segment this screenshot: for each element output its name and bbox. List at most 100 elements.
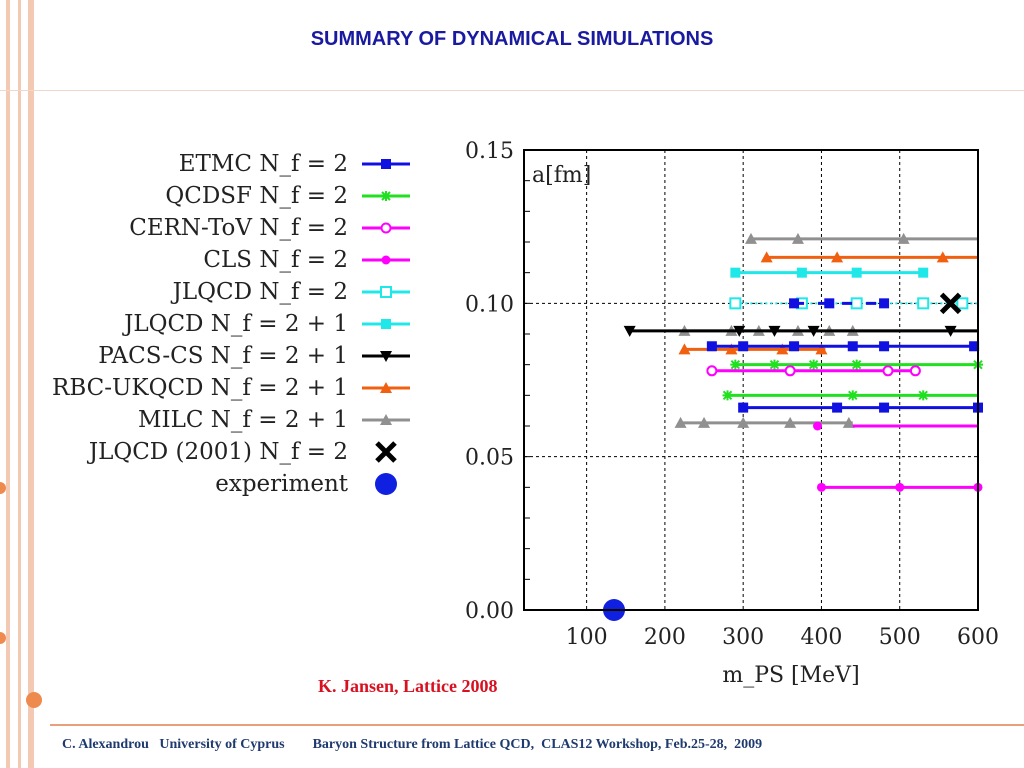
data-point xyxy=(832,402,843,413)
data-point xyxy=(760,251,773,263)
data-point xyxy=(678,343,691,355)
legend-entry: experiment xyxy=(0,468,420,500)
data-point xyxy=(674,416,687,428)
legend-label: CERN-ToV N_f = 2 xyxy=(129,215,348,241)
header-divider xyxy=(0,90,1024,91)
legend-symbol xyxy=(362,191,410,201)
data-point xyxy=(737,416,750,428)
data-point xyxy=(807,325,820,337)
series-asterisk xyxy=(722,359,983,401)
decor-dot xyxy=(0,482,6,494)
legend-label: MILC N_f = 2 + 1 xyxy=(137,407,348,433)
decor-dot xyxy=(26,692,42,708)
legend-label: JLQCD N_f = 2 xyxy=(172,279,348,305)
legend-label: experiment xyxy=(215,471,348,497)
data-point xyxy=(796,267,807,278)
data-point xyxy=(847,341,858,352)
legend-label: PACS-CS N_f = 2 + 1 xyxy=(98,343,348,369)
x-tick-label: 300 xyxy=(722,625,764,650)
footer-divider xyxy=(50,724,1024,726)
legend-entry: MILC N_f = 2 + 1 xyxy=(0,404,420,436)
series-open-circle xyxy=(706,365,921,377)
x-axis-label: m_PS [MeV] xyxy=(722,663,859,688)
legend-label: JLQCD N_f = 2 + 1 xyxy=(124,311,348,337)
data-point xyxy=(813,421,823,431)
x-tick-label: 600 xyxy=(957,625,999,650)
x-tick-label: 500 xyxy=(879,625,921,650)
legend-entry: JLQCD N_f = 2 xyxy=(0,276,420,308)
legend-symbol xyxy=(362,222,410,234)
x-tick-label: 100 xyxy=(566,625,608,650)
series-cross xyxy=(939,292,962,315)
data-point xyxy=(917,297,930,310)
legend-marker xyxy=(381,191,391,201)
data-point xyxy=(733,325,746,337)
legend-label: RBC-UKQCD N_f = 2 + 1 xyxy=(52,375,348,401)
data-point xyxy=(738,341,749,352)
legend-entry: PACS-CS N_f = 2 + 1 xyxy=(0,340,420,372)
plot-frame xyxy=(523,149,979,611)
data-point xyxy=(730,359,741,370)
data-point xyxy=(815,343,828,355)
data-point xyxy=(745,232,757,244)
legend-marker xyxy=(375,441,397,463)
legend-marker xyxy=(375,473,397,495)
data-point xyxy=(768,325,781,337)
chart-plot: 100 200 300 400 500 600 0.00 0.05 0.10 0.15 a[fm] m… xyxy=(465,139,999,688)
data-point xyxy=(769,359,780,370)
data-point xyxy=(706,365,718,377)
data-point xyxy=(918,267,929,278)
legend-marker xyxy=(380,382,392,393)
data-point xyxy=(730,267,741,278)
data-point xyxy=(831,251,844,263)
legend-marker xyxy=(380,414,392,425)
slide-title: SUMMARY OF DYNAMICAL SIMULATIONS xyxy=(310,28,714,50)
data-point xyxy=(918,390,929,401)
series-triangle-down xyxy=(623,325,978,337)
data-point xyxy=(851,359,862,370)
data-point xyxy=(725,343,738,355)
legend-entry: JLQCD (2001) N_f = 2 xyxy=(0,436,420,468)
y-tick-label: 0.05 xyxy=(465,446,514,471)
data-point xyxy=(895,482,905,492)
legend-symbol xyxy=(362,319,410,329)
legend-marker xyxy=(381,159,391,169)
data-point xyxy=(879,341,890,352)
data-point xyxy=(729,297,742,310)
legend-symbol xyxy=(362,286,410,298)
series-square xyxy=(730,267,929,278)
data-point xyxy=(808,359,819,370)
data-point xyxy=(842,416,855,428)
legend-marker xyxy=(380,222,392,234)
legend-symbol xyxy=(362,414,410,425)
legend-entry: ETMC N_f = 2 xyxy=(0,148,420,180)
legend-entry: CLS N_f = 2 xyxy=(0,244,420,276)
data-point xyxy=(944,325,957,337)
y-axis-label: a[fm] xyxy=(532,163,591,188)
legend-entry: JLQCD N_f = 2 + 1 xyxy=(0,308,420,340)
legend-label: ETMC N_f = 2 xyxy=(178,151,348,177)
slide-footer: C. Alexandrou University of Cyprus Baryo… xyxy=(62,737,763,752)
data-point xyxy=(776,343,789,355)
data-point xyxy=(706,341,717,352)
data-point xyxy=(847,390,858,401)
legend-symbol xyxy=(362,159,410,169)
y-tick-label: 0.00 xyxy=(465,599,514,624)
data-point xyxy=(789,341,800,352)
data-point xyxy=(784,365,796,377)
data-point xyxy=(784,416,797,428)
data-point xyxy=(879,402,890,413)
data-point xyxy=(969,341,980,352)
legend-marker xyxy=(380,351,392,362)
legend-entry: QCDSF N_f = 2 xyxy=(0,180,420,212)
y-tick-label: 0.10 xyxy=(465,292,514,317)
data-point xyxy=(738,402,749,413)
data-point xyxy=(623,325,636,337)
x-tick-label: 200 xyxy=(644,625,686,650)
legend-symbol xyxy=(362,351,410,362)
data-point xyxy=(897,232,910,244)
y-tick-label: 0.15 xyxy=(465,139,514,164)
data-point xyxy=(791,232,804,244)
legend-symbol xyxy=(375,473,397,495)
data-point xyxy=(722,390,733,401)
